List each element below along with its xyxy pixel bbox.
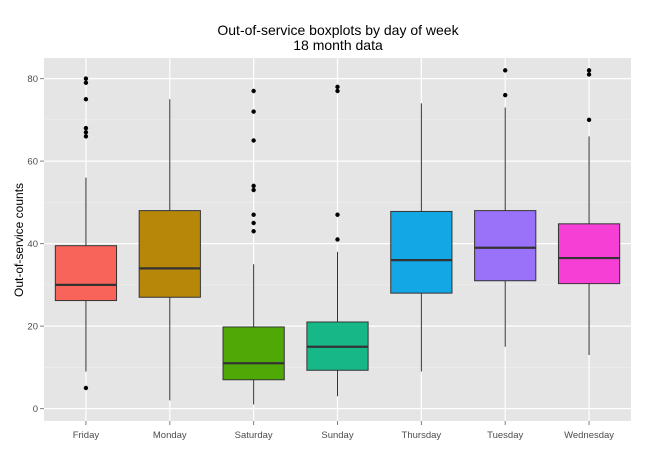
x-tick-label: Monday <box>153 430 187 441</box>
box-wednesday <box>557 68 621 355</box>
y-tick-label: 40 <box>27 239 38 250</box>
outlier-point <box>335 212 340 217</box>
outlier-point <box>586 117 592 123</box>
x-tick-label: Thursday <box>402 430 442 441</box>
y-axis-label: Out-of-service counts <box>12 183 26 297</box>
y-tick-label: 0 <box>33 404 38 415</box>
x-tick-label: Saturday <box>235 430 273 441</box>
outlier-point <box>251 183 256 189</box>
box-monday <box>138 99 201 401</box>
box-body <box>222 326 285 381</box>
outlier-point <box>586 72 592 77</box>
outlier-point <box>83 125 89 131</box>
y-tick-label: 60 <box>27 156 38 167</box>
outlier-point <box>251 212 256 217</box>
outlier-point <box>335 84 340 90</box>
outlier-point <box>335 88 340 94</box>
x-axis-ticks: Friday Monday Saturday Sunday Thursday Tuesda… <box>73 421 614 441</box>
outlier-point <box>251 109 256 114</box>
outlier-point <box>251 187 256 193</box>
box-body <box>138 210 201 298</box>
outlier-point <box>251 229 256 234</box>
outlier-point <box>251 220 256 226</box>
y-tick-label: 80 <box>27 74 38 85</box>
box-friday <box>54 76 118 391</box>
box-saturday <box>222 88 285 405</box>
x-tick-label: Tuesday <box>487 430 523 441</box>
outlier-point <box>83 76 89 81</box>
box-body <box>390 210 453 294</box>
chart-title: Out-of-service boxplots by day of week <box>217 22 459 38</box>
box-tuesday <box>474 68 537 347</box>
box-sunday <box>306 84 369 397</box>
x-tick-label: Sunday <box>321 430 353 441</box>
outlier-point <box>335 237 340 242</box>
outlier-point <box>586 68 592 73</box>
boxes <box>54 68 621 405</box>
outlier-point <box>503 68 508 73</box>
box-body <box>474 210 537 282</box>
outlier-point <box>83 97 89 102</box>
outlier-point <box>83 385 89 391</box>
box-thursday <box>390 103 453 372</box>
outlier-point <box>503 92 508 98</box>
outlier-point <box>83 80 89 85</box>
outlier-point <box>83 134 89 139</box>
y-axis-ticks: 0 20 40 60 80 <box>27 74 44 415</box>
chart-subtitle: 18 month data <box>293 37 383 53</box>
outlier-point <box>251 138 256 143</box>
box-body <box>54 245 118 302</box>
x-tick-label: Friday <box>73 430 100 441</box>
x-tick-label: Wednesday <box>564 430 614 441</box>
outlier-point <box>251 88 256 94</box>
outlier-point <box>83 130 89 135</box>
y-tick-label: 20 <box>27 321 38 332</box>
box-body <box>557 223 621 285</box>
